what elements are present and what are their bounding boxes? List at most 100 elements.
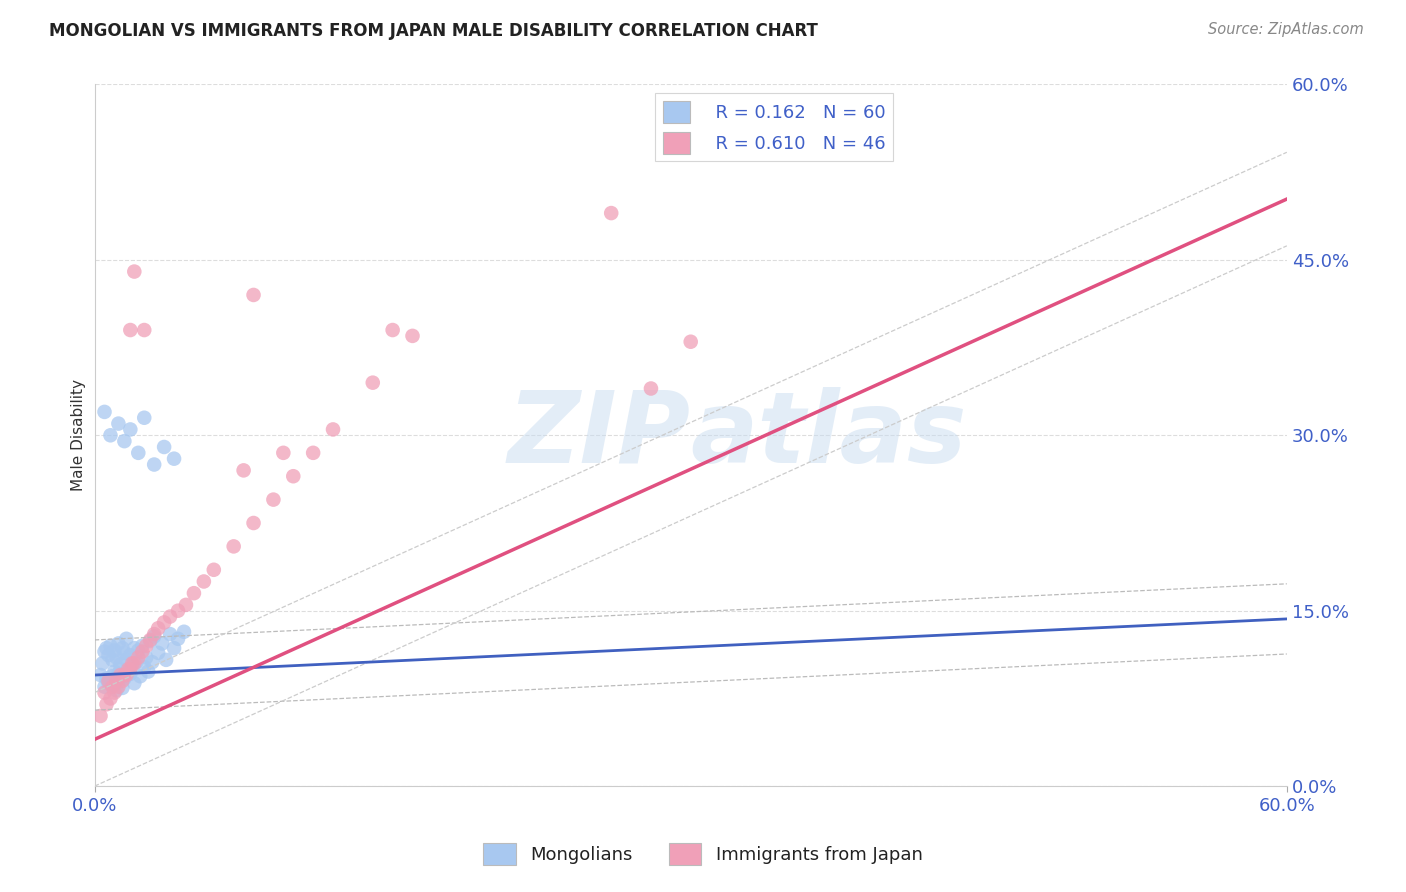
Point <box>322 422 344 436</box>
Text: MONGOLIAN VS IMMIGRANTS FROM JAPAN MALE DISABILITY CORRELATION CHART: MONGOLIAN VS IMMIGRANTS FROM JAPAN MALE … <box>49 22 818 40</box>
Point <box>232 463 254 477</box>
Point <box>107 666 129 681</box>
Point <box>117 662 139 676</box>
Point <box>101 669 124 683</box>
Point <box>193 574 215 589</box>
Point <box>100 428 122 442</box>
Point <box>124 676 146 690</box>
Point <box>141 655 163 669</box>
Legend: Mongolians, Immigrants from Japan: Mongolians, Immigrants from Japan <box>477 836 929 872</box>
Point <box>117 662 139 676</box>
Point <box>111 641 134 656</box>
Point <box>600 206 623 220</box>
Point <box>167 604 190 618</box>
Point <box>163 451 186 466</box>
Point <box>131 645 153 659</box>
Point <box>150 636 173 650</box>
Text: Source: ZipAtlas.com: Source: ZipAtlas.com <box>1208 22 1364 37</box>
Point <box>153 440 176 454</box>
Point <box>139 632 162 647</box>
Point <box>139 634 162 648</box>
Point <box>103 679 125 693</box>
Point <box>127 650 149 665</box>
Point <box>121 657 143 671</box>
Point <box>273 446 295 460</box>
Point <box>124 264 146 278</box>
Point <box>100 639 122 653</box>
Point <box>361 376 384 390</box>
Point <box>381 323 404 337</box>
Point <box>97 676 120 690</box>
Point <box>111 673 134 688</box>
Point <box>107 680 129 694</box>
Point <box>640 382 662 396</box>
Point <box>136 665 159 679</box>
Point <box>121 657 143 672</box>
Point <box>124 657 146 671</box>
Point <box>135 639 157 653</box>
Point <box>96 698 118 712</box>
Point <box>143 630 166 644</box>
Point <box>163 641 186 656</box>
Point <box>134 410 156 425</box>
Legend:   R = 0.162   N = 60,   R = 0.610   N = 46: R = 0.162 N = 60, R = 0.610 N = 46 <box>655 94 893 161</box>
Point <box>101 680 124 694</box>
Point <box>110 657 132 672</box>
Point <box>101 653 124 667</box>
Point <box>96 641 118 656</box>
Point <box>134 660 156 674</box>
Point <box>115 632 138 646</box>
Point <box>93 680 115 694</box>
Point <box>105 673 128 688</box>
Point <box>127 446 149 460</box>
Text: ZIP: ZIP <box>508 387 690 483</box>
Point <box>120 323 142 337</box>
Text: atlas: atlas <box>690 387 967 483</box>
Point <box>90 668 112 682</box>
Point <box>111 681 134 695</box>
Point <box>120 422 142 436</box>
Point <box>97 673 120 688</box>
Point <box>107 417 129 431</box>
Point <box>155 653 177 667</box>
Point <box>100 673 122 688</box>
Point <box>242 288 264 302</box>
Point <box>100 691 122 706</box>
Point <box>159 627 181 641</box>
Point <box>202 563 225 577</box>
Point <box>183 586 205 600</box>
Point <box>173 624 195 639</box>
Point <box>105 683 128 698</box>
Point <box>125 655 148 669</box>
Point <box>167 632 190 646</box>
Point <box>283 469 305 483</box>
Point <box>159 609 181 624</box>
Point <box>174 598 197 612</box>
Point <box>134 323 156 337</box>
Point <box>90 709 112 723</box>
Point <box>120 666 142 681</box>
Point <box>120 648 142 662</box>
Point <box>127 643 149 657</box>
Point <box>131 639 153 653</box>
Point <box>93 685 115 699</box>
Point <box>103 643 125 657</box>
Point <box>146 621 169 635</box>
Point <box>679 334 702 349</box>
Point <box>302 446 325 460</box>
Point <box>112 668 135 682</box>
Point <box>146 646 169 660</box>
Point <box>103 685 125 699</box>
Point <box>112 646 135 660</box>
Point <box>110 662 132 676</box>
Point <box>93 645 115 659</box>
Point <box>112 434 135 449</box>
Point <box>242 516 264 530</box>
Point <box>93 405 115 419</box>
Point <box>262 492 284 507</box>
Point <box>112 672 135 686</box>
Point <box>129 669 152 683</box>
Point <box>120 662 142 676</box>
Point <box>107 636 129 650</box>
Point <box>103 665 125 679</box>
